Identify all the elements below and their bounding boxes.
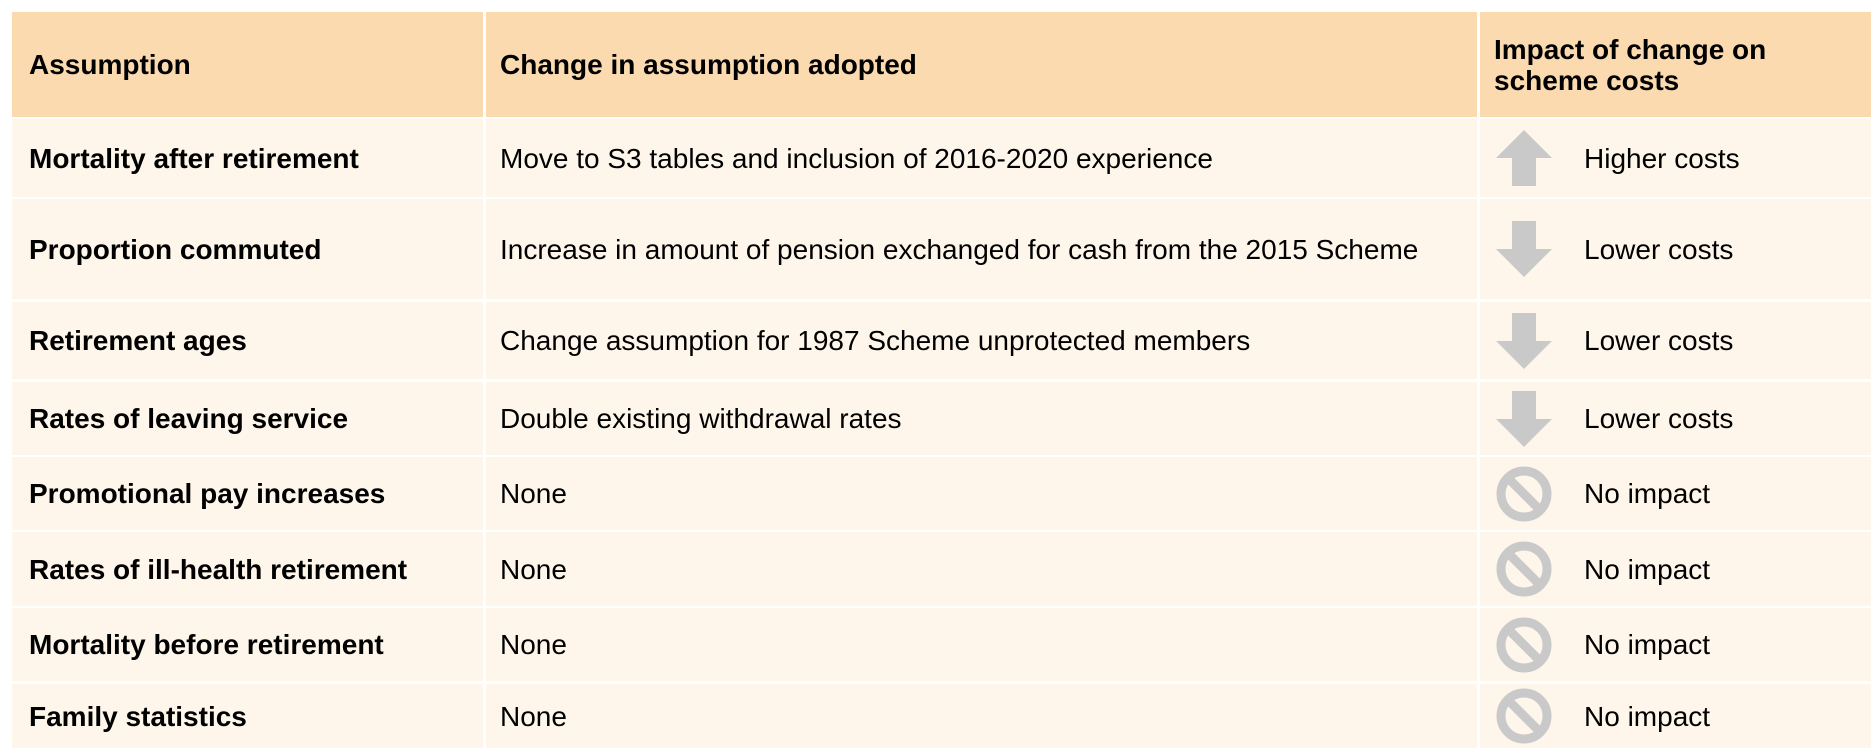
impact-icon bbox=[1496, 130, 1552, 186]
table-cell: No impact bbox=[1480, 532, 1871, 606]
change: Move to S3 tables and inclusion of 2016-… bbox=[500, 142, 1213, 174]
table-cell: Rates of leaving service bbox=[12, 382, 483, 455]
assumption: Rates of ill-health retirement bbox=[29, 553, 408, 585]
header-text: Change in assumption adopted bbox=[500, 49, 917, 80]
impact-icon bbox=[1496, 390, 1552, 447]
header-text: Impact of change on scheme costs bbox=[1494, 33, 1767, 96]
table-cell: Higher costs bbox=[1480, 119, 1871, 197]
table-cell: Double existing withdrawal rates bbox=[486, 382, 1477, 455]
assumption: Proportion commuted bbox=[29, 233, 322, 265]
impact-icon bbox=[1496, 617, 1552, 672]
change: Change assumption for 1987 Scheme unprot… bbox=[500, 325, 1251, 356]
change: None bbox=[500, 478, 567, 509]
table-cell: Move to S3 tables and inclusion of 2016-… bbox=[486, 119, 1477, 197]
assumption: Mortality after retirement bbox=[29, 142, 359, 174]
table-cell: None bbox=[486, 608, 1477, 681]
impact: Lower costs bbox=[1584, 325, 1734, 356]
impact: No impact bbox=[1584, 553, 1711, 585]
table-cell: Retirement ages bbox=[12, 302, 483, 379]
impact: Lower costs bbox=[1584, 403, 1734, 434]
table-cell: None bbox=[486, 457, 1477, 530]
impact: Higher costs bbox=[1584, 142, 1740, 174]
change: None bbox=[500, 700, 567, 732]
impact: No impact bbox=[1584, 700, 1711, 732]
table-cell: Lower costs bbox=[1480, 302, 1871, 379]
table-cell: Proportion commuted bbox=[12, 199, 483, 299]
assumption: Mortality before retirement bbox=[29, 629, 384, 660]
impact-icon bbox=[1496, 312, 1552, 369]
table-cell: No impact bbox=[1480, 684, 1871, 748]
impact-icon bbox=[1496, 541, 1552, 597]
impact-icon bbox=[1496, 466, 1552, 521]
change: Increase in amount of pension exchanged … bbox=[500, 233, 1419, 265]
change: Double existing withdrawal rates bbox=[500, 403, 902, 434]
table-cell: Lower costs bbox=[1480, 382, 1871, 455]
table-cell: Promotional pay increases bbox=[12, 457, 483, 530]
table-cell: None bbox=[486, 532, 1477, 606]
impact: No impact bbox=[1584, 629, 1711, 660]
header-cell: Assumption bbox=[12, 12, 483, 117]
table-cell: No impact bbox=[1480, 608, 1871, 681]
table-cell: Mortality after retirement bbox=[12, 119, 483, 197]
assumption: Family statistics bbox=[29, 700, 247, 732]
table-cell: None bbox=[486, 684, 1477, 748]
table-cell: Family statistics bbox=[12, 684, 483, 748]
impact-icon bbox=[1496, 221, 1552, 277]
header-cell: Change in assumption adopted bbox=[486, 12, 1477, 117]
table-cell: Rates of ill-health retirement bbox=[12, 532, 483, 606]
header-cell: Impact of change on scheme costs bbox=[1480, 12, 1871, 117]
table-cell: No impact bbox=[1480, 457, 1871, 530]
assumption: Retirement ages bbox=[29, 325, 247, 356]
impact-icon bbox=[1496, 688, 1552, 744]
table-cell: Change assumption for 1987 Scheme unprot… bbox=[486, 302, 1477, 379]
table-cell: Increase in amount of pension exchanged … bbox=[486, 199, 1477, 299]
header-text: Assumption bbox=[29, 49, 191, 80]
change: None bbox=[500, 553, 567, 585]
impact: Lower costs bbox=[1584, 233, 1734, 265]
assumption: Promotional pay increases bbox=[29, 478, 386, 509]
assumption: Rates of leaving service bbox=[29, 403, 349, 434]
change: None bbox=[500, 629, 567, 660]
table-cell: Lower costs bbox=[1480, 199, 1871, 299]
impact: No impact bbox=[1584, 478, 1711, 509]
table-cell: Mortality before retirement bbox=[12, 608, 483, 681]
